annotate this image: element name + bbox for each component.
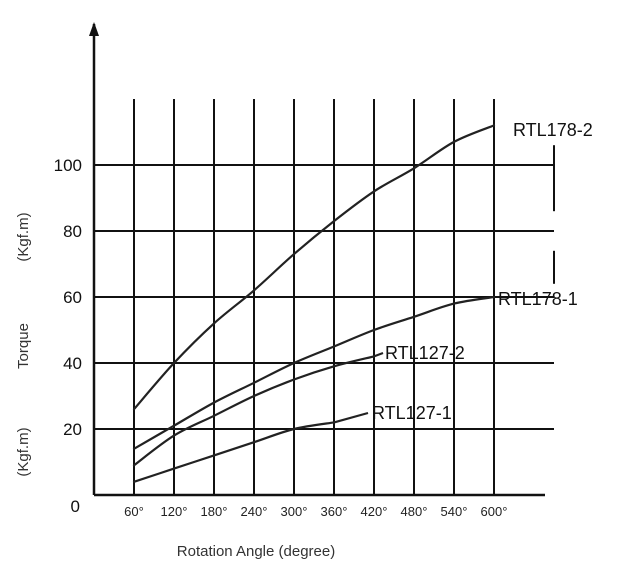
series-label: RTL178-2: [513, 120, 593, 140]
series-label: RTL127-1: [372, 403, 452, 423]
grid: [94, 99, 555, 495]
y-axis-title: (Kgf.m): [15, 427, 32, 476]
x-tick-label: 600°: [481, 504, 508, 519]
axes: [89, 22, 545, 497]
series-label: RTL127-2: [385, 343, 465, 363]
series-line: [132, 355, 376, 467]
x-tick-label: 360°: [321, 504, 348, 519]
y-tick-label: 80: [63, 222, 82, 241]
x-tick-label: 60°: [124, 504, 144, 519]
series-line: [132, 295, 496, 450]
x-tick-label: 180°: [201, 504, 228, 519]
series-label: RTL178-1: [498, 289, 578, 309]
y-axis-title: (Kgf.m): [15, 212, 32, 261]
x-tick-label: 300°: [281, 504, 308, 519]
x-tick-label: 540°: [441, 504, 468, 519]
series-leader-line: [373, 351, 384, 358]
origin-label: 0: [71, 497, 80, 516]
series-lines: [132, 124, 496, 483]
x-tick-label: 240°: [241, 504, 268, 519]
y-axis-title: Torque: [15, 323, 32, 369]
series-line: [132, 124, 496, 411]
y-axis-arrow-icon: [89, 22, 99, 36]
y-tick-label: 40: [63, 354, 82, 373]
y-tick-label: 60: [63, 288, 82, 307]
series-line: [132, 421, 336, 483]
series-leader-line: [333, 411, 369, 424]
x-axis-title: Rotation Angle (degree): [177, 543, 335, 560]
y-tick-label: 100: [54, 156, 82, 175]
x-tick-label: 120°: [161, 504, 188, 519]
y-tick-label: 20: [63, 420, 82, 439]
x-tick-label: 420°: [361, 504, 388, 519]
labels: 20 40 60 80 100 0 60° 120° 180° 240° 300° 360° 420° 4…: [15, 120, 593, 560]
x-tick-label: 480°: [401, 504, 428, 519]
